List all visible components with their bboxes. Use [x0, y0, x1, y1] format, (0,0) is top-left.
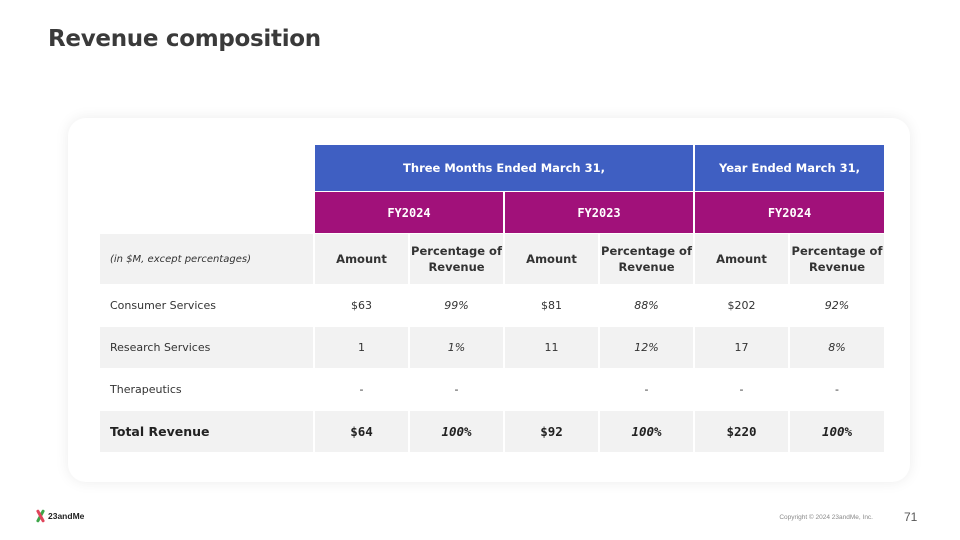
table-cell: - — [644, 383, 649, 396]
row-label: Therapeutics — [110, 383, 182, 396]
table-cell: 11 — [505, 327, 598, 368]
column-header-row: (in $M, except percentages) Amount Perce… — [100, 234, 885, 284]
col-header-amount: Amount — [505, 234, 598, 284]
table-cell — [505, 369, 598, 410]
col-header-pct: Percentage of Revenue — [790, 234, 885, 284]
table-cell: $220 — [695, 411, 788, 452]
table-cell: 8% — [790, 327, 885, 368]
col-header-amount: Amount — [315, 234, 408, 284]
row-label: Consumer Services — [110, 299, 216, 312]
table-cell: 88% — [634, 299, 659, 312]
copyright-notice: Copyright © 2024 23andMe, Inc. — [779, 514, 873, 521]
table-cell: $81 — [541, 299, 562, 312]
fy-header-1: FY2024 — [315, 192, 503, 233]
table-cell: 1 — [315, 327, 408, 368]
table-cell: $92 — [505, 411, 598, 452]
empty-corner — [100, 192, 313, 233]
table-row-consumer-services: Consumer Services $63 99% $81 88% $202 9… — [100, 285, 884, 326]
table-row-total-revenue: Total Revenue $64 100% $92 100% $220 100… — [100, 411, 885, 452]
table-cell: 100% — [410, 411, 503, 452]
table-cell: - — [739, 383, 744, 396]
col-header-pct: Percentage of Revenue — [410, 234, 503, 284]
logo-text: 23andMe — [48, 511, 85, 521]
table-cell: 1% — [410, 327, 503, 368]
group-header-year: Year Ended March 31, — [695, 145, 885, 191]
row-label: Total Revenue — [100, 411, 313, 452]
logo-mark-icon — [35, 509, 46, 523]
table-cell: $202 — [727, 299, 756, 312]
table-row-therapeutics: Therapeutics - - - - - — [100, 369, 884, 410]
table-cell: - — [359, 383, 364, 396]
fy-header-3: FY2024 — [695, 192, 885, 233]
revenue-table: Three Months Ended March 31, Year Ended … — [98, 144, 886, 453]
col-header-amount: Amount — [695, 234, 788, 284]
page-title: Revenue composition — [48, 26, 321, 52]
fiscal-year-row: FY2024 FY2023 FY2024 — [100, 192, 885, 233]
table-row-research-services: Research Services 1 1% 11 12% 17 8% — [100, 327, 885, 368]
table-cell: 92% — [824, 299, 850, 312]
table-cell: 99% — [444, 299, 469, 312]
group-header-row: Three Months Ended March 31, Year Ended … — [100, 145, 885, 191]
table-cell: 100% — [790, 411, 885, 452]
page-number: 71 — [904, 510, 918, 524]
row-label: Research Services — [100, 327, 313, 368]
table-cell: $64 — [315, 411, 408, 452]
table-cell: 12% — [600, 327, 693, 368]
table-cell: - — [835, 383, 839, 396]
fy-header-2: FY2023 — [505, 192, 693, 233]
table-cell: 100% — [600, 411, 693, 452]
group-header-three-months: Three Months Ended March 31, — [315, 145, 693, 191]
table-cell: 17 — [695, 327, 788, 368]
table-cell: $63 — [351, 299, 372, 312]
table-cell: - — [454, 383, 459, 396]
company-logo: 23andMe — [35, 509, 85, 523]
col-header-pct: Percentage of Revenue — [600, 234, 693, 284]
units-label: (in $M, except percentages) — [100, 234, 313, 284]
empty-corner — [100, 145, 313, 191]
